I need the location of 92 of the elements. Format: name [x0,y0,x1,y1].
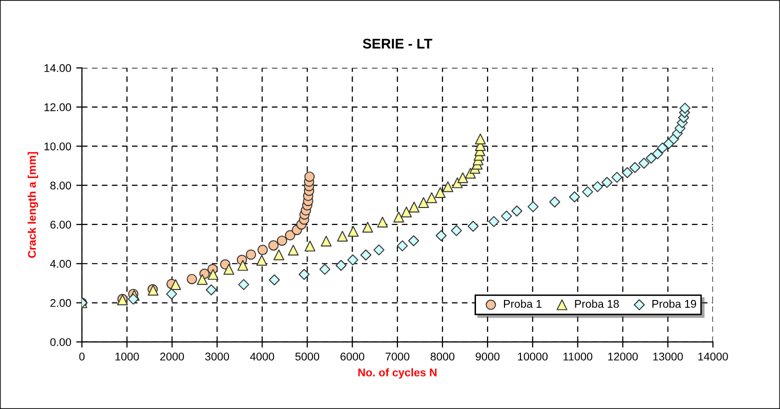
x-tick-label: 6000 [340,352,364,360]
point [238,279,250,290]
point [206,284,217,296]
x-tick-label: 12000 [608,352,638,360]
point [457,172,468,184]
point [418,197,429,208]
legend-label: Proba 19 [652,300,696,308]
point [320,236,332,247]
legend-label: Proba 18 [575,300,619,308]
chart-title: SERIE - LT [362,38,432,49]
point [377,216,388,228]
point [646,152,657,164]
point [426,192,438,204]
point [284,230,296,240]
point [474,134,486,144]
y-axis-title: Crack length a [mm] [28,152,38,258]
point [276,236,288,246]
point [196,274,208,285]
point [442,181,454,192]
point [237,260,248,271]
x-tick-label: 0 [79,352,85,360]
point [128,294,139,305]
point [166,288,178,300]
point [362,222,374,233]
point [348,226,359,237]
point [582,186,594,198]
y-tick-label: 14.00 [44,64,72,72]
x-tick-label: 8000 [430,352,454,360]
x-tick-label: 2000 [160,352,184,360]
point [273,249,284,260]
point [652,148,663,160]
point [611,172,622,183]
x-tick-label: 5000 [295,352,320,360]
point [304,172,315,182]
x-tick-label: 13000 [653,352,683,360]
x-tick-label: 7000 [386,352,410,360]
point [288,244,299,256]
point [298,268,310,280]
point [258,244,268,256]
point [347,254,358,266]
x-tick-label: 9000 [476,352,500,360]
point [268,274,280,286]
point [256,254,268,266]
point [373,244,384,256]
point [569,191,580,202]
point [602,176,612,188]
point [208,269,218,280]
point [319,264,330,275]
point [337,230,348,242]
point [436,230,447,242]
point [468,220,479,232]
point [549,196,560,208]
y-tick-label: 12.00 [44,103,72,112]
y-tick-label: 0.00 [50,338,72,346]
point [450,225,462,236]
point [304,240,316,252]
point [629,162,640,174]
point [408,235,420,246]
point [488,216,500,228]
x-tick-label: 1000 [115,352,139,360]
x-tick-label: 10000 [518,352,548,360]
point [268,240,279,251]
x-axis-title: No. of cycles N [358,368,436,379]
y-tick-label: 4.00 [50,260,72,268]
point [638,158,650,169]
point [592,181,604,192]
point [336,260,347,271]
point [223,264,234,275]
point [622,167,633,178]
y-tick-label: 10.00 [44,142,72,150]
x-tick-label: 3000 [205,352,230,360]
point [170,279,182,290]
x-tick-label: 14000 [698,352,728,360]
point [360,250,372,261]
y-tick-label: 2.00 [50,299,72,307]
x-tick-label: 11000 [564,352,592,360]
point [511,205,522,216]
point [393,212,404,222]
point [396,240,408,252]
point [434,187,446,198]
point [656,142,668,154]
y-tick-label: 8.00 [50,182,72,190]
point [528,201,539,212]
point [679,102,690,114]
point [186,274,198,284]
x-tick-label: 4000 [250,352,274,360]
point [246,249,256,260]
point [401,206,412,218]
point [500,210,512,222]
y-tick-label: 6.00 [50,220,72,229]
legend-label: Proba 1 [504,300,542,308]
point [408,202,420,212]
